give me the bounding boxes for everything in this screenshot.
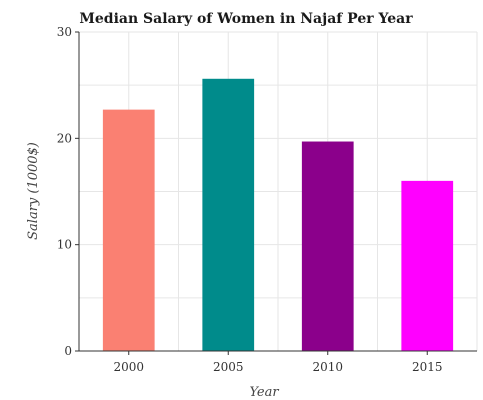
y-tick-label: 20 — [57, 131, 72, 145]
y-tick-labels: 0 10 20 30 — [57, 25, 72, 358]
bars — [102, 78, 454, 351]
bar-2005 — [202, 78, 255, 351]
x-tick-label-2005: 2005 — [213, 360, 244, 374]
x-tick-labels: 2000 2005 2010 2015 — [113, 360, 442, 374]
y-axis-label: Salary (1000$) — [26, 142, 41, 240]
chart-title: Median Salary of Women in Najaf Per Year — [79, 11, 413, 27]
x-tick-label-2015: 2015 — [412, 360, 443, 374]
x-tick-label-2010: 2010 — [312, 360, 343, 374]
y-tick-label: 10 — [57, 238, 72, 252]
x-axis-label: Year — [249, 385, 279, 400]
y-tick-label: 0 — [64, 344, 72, 358]
x-tick-label-2000: 2000 — [113, 360, 144, 374]
bar-2000 — [102, 109, 155, 351]
bar-2015 — [401, 180, 454, 351]
bar-2010 — [301, 141, 354, 351]
axes — [75, 31, 477, 355]
y-tick-label: 30 — [57, 25, 72, 39]
